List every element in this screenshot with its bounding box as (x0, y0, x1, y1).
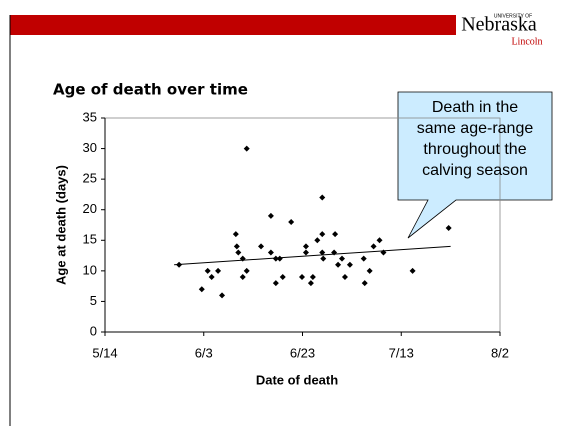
x-tick-label: 6/3 (195, 345, 213, 360)
annotation: calving season (422, 162, 528, 179)
point (243, 267, 250, 274)
point (332, 231, 339, 238)
point (302, 243, 309, 250)
annotation: Death in the (432, 99, 518, 116)
point (219, 292, 226, 299)
x-axis-label: Date of death (256, 372, 338, 387)
point (361, 280, 368, 287)
y-tick-label: 15 (83, 232, 97, 247)
point (309, 273, 316, 280)
point (243, 145, 250, 152)
point (370, 243, 377, 250)
point (239, 255, 246, 262)
point (409, 267, 416, 274)
point (215, 267, 222, 274)
y-tick-label: 0 (90, 323, 97, 338)
point (380, 249, 387, 256)
point (267, 249, 274, 256)
point (235, 249, 242, 256)
point (366, 267, 373, 274)
x-tick-label: 6/23 (290, 345, 315, 360)
point (335, 261, 342, 268)
header-bar (10, 15, 456, 35)
y-tick-label: 30 (83, 140, 97, 155)
point (360, 255, 367, 262)
point (208, 273, 215, 280)
trendline (174, 245, 451, 266)
point (232, 231, 239, 238)
point (239, 273, 246, 280)
logo-sub: Lincoln (511, 36, 542, 47)
y-tick-label: 35 (83, 109, 97, 124)
point (204, 267, 211, 274)
point (279, 273, 286, 280)
point (319, 194, 326, 201)
chart-title: Age of death over time (53, 81, 248, 99)
point (376, 237, 383, 244)
point (331, 249, 338, 256)
point (198, 286, 205, 293)
y-tick-label: 5 (90, 293, 97, 308)
point (319, 249, 326, 256)
annotation: throughout the (423, 141, 526, 158)
point (319, 231, 326, 238)
y-axis-label: Age at death (days) (53, 165, 68, 285)
logo: Nebraska (461, 14, 537, 36)
point (341, 273, 348, 280)
point (267, 212, 274, 219)
point (258, 243, 265, 250)
annotation: same age-range (417, 120, 534, 137)
point (233, 243, 240, 250)
point (445, 225, 452, 232)
point (307, 280, 314, 287)
point (302, 249, 309, 256)
x-tick-label: 8/2 (491, 345, 509, 360)
point (320, 255, 327, 262)
point (272, 280, 279, 287)
x-tick-label: 7/13 (389, 345, 414, 360)
callout (397, 91, 553, 239)
point (276, 255, 283, 262)
logo-small: UNIVERSITY OF (494, 13, 532, 19)
x-tick-label: 5/14 (92, 345, 117, 360)
point (314, 237, 321, 244)
point (299, 273, 306, 280)
point (288, 218, 295, 225)
point (272, 255, 279, 262)
y-tick-label: 20 (83, 201, 97, 216)
y-tick-label: 10 (83, 262, 97, 277)
point (176, 261, 183, 268)
point (346, 261, 353, 268)
point (339, 255, 345, 262)
y-tick-label: 25 (83, 171, 97, 186)
